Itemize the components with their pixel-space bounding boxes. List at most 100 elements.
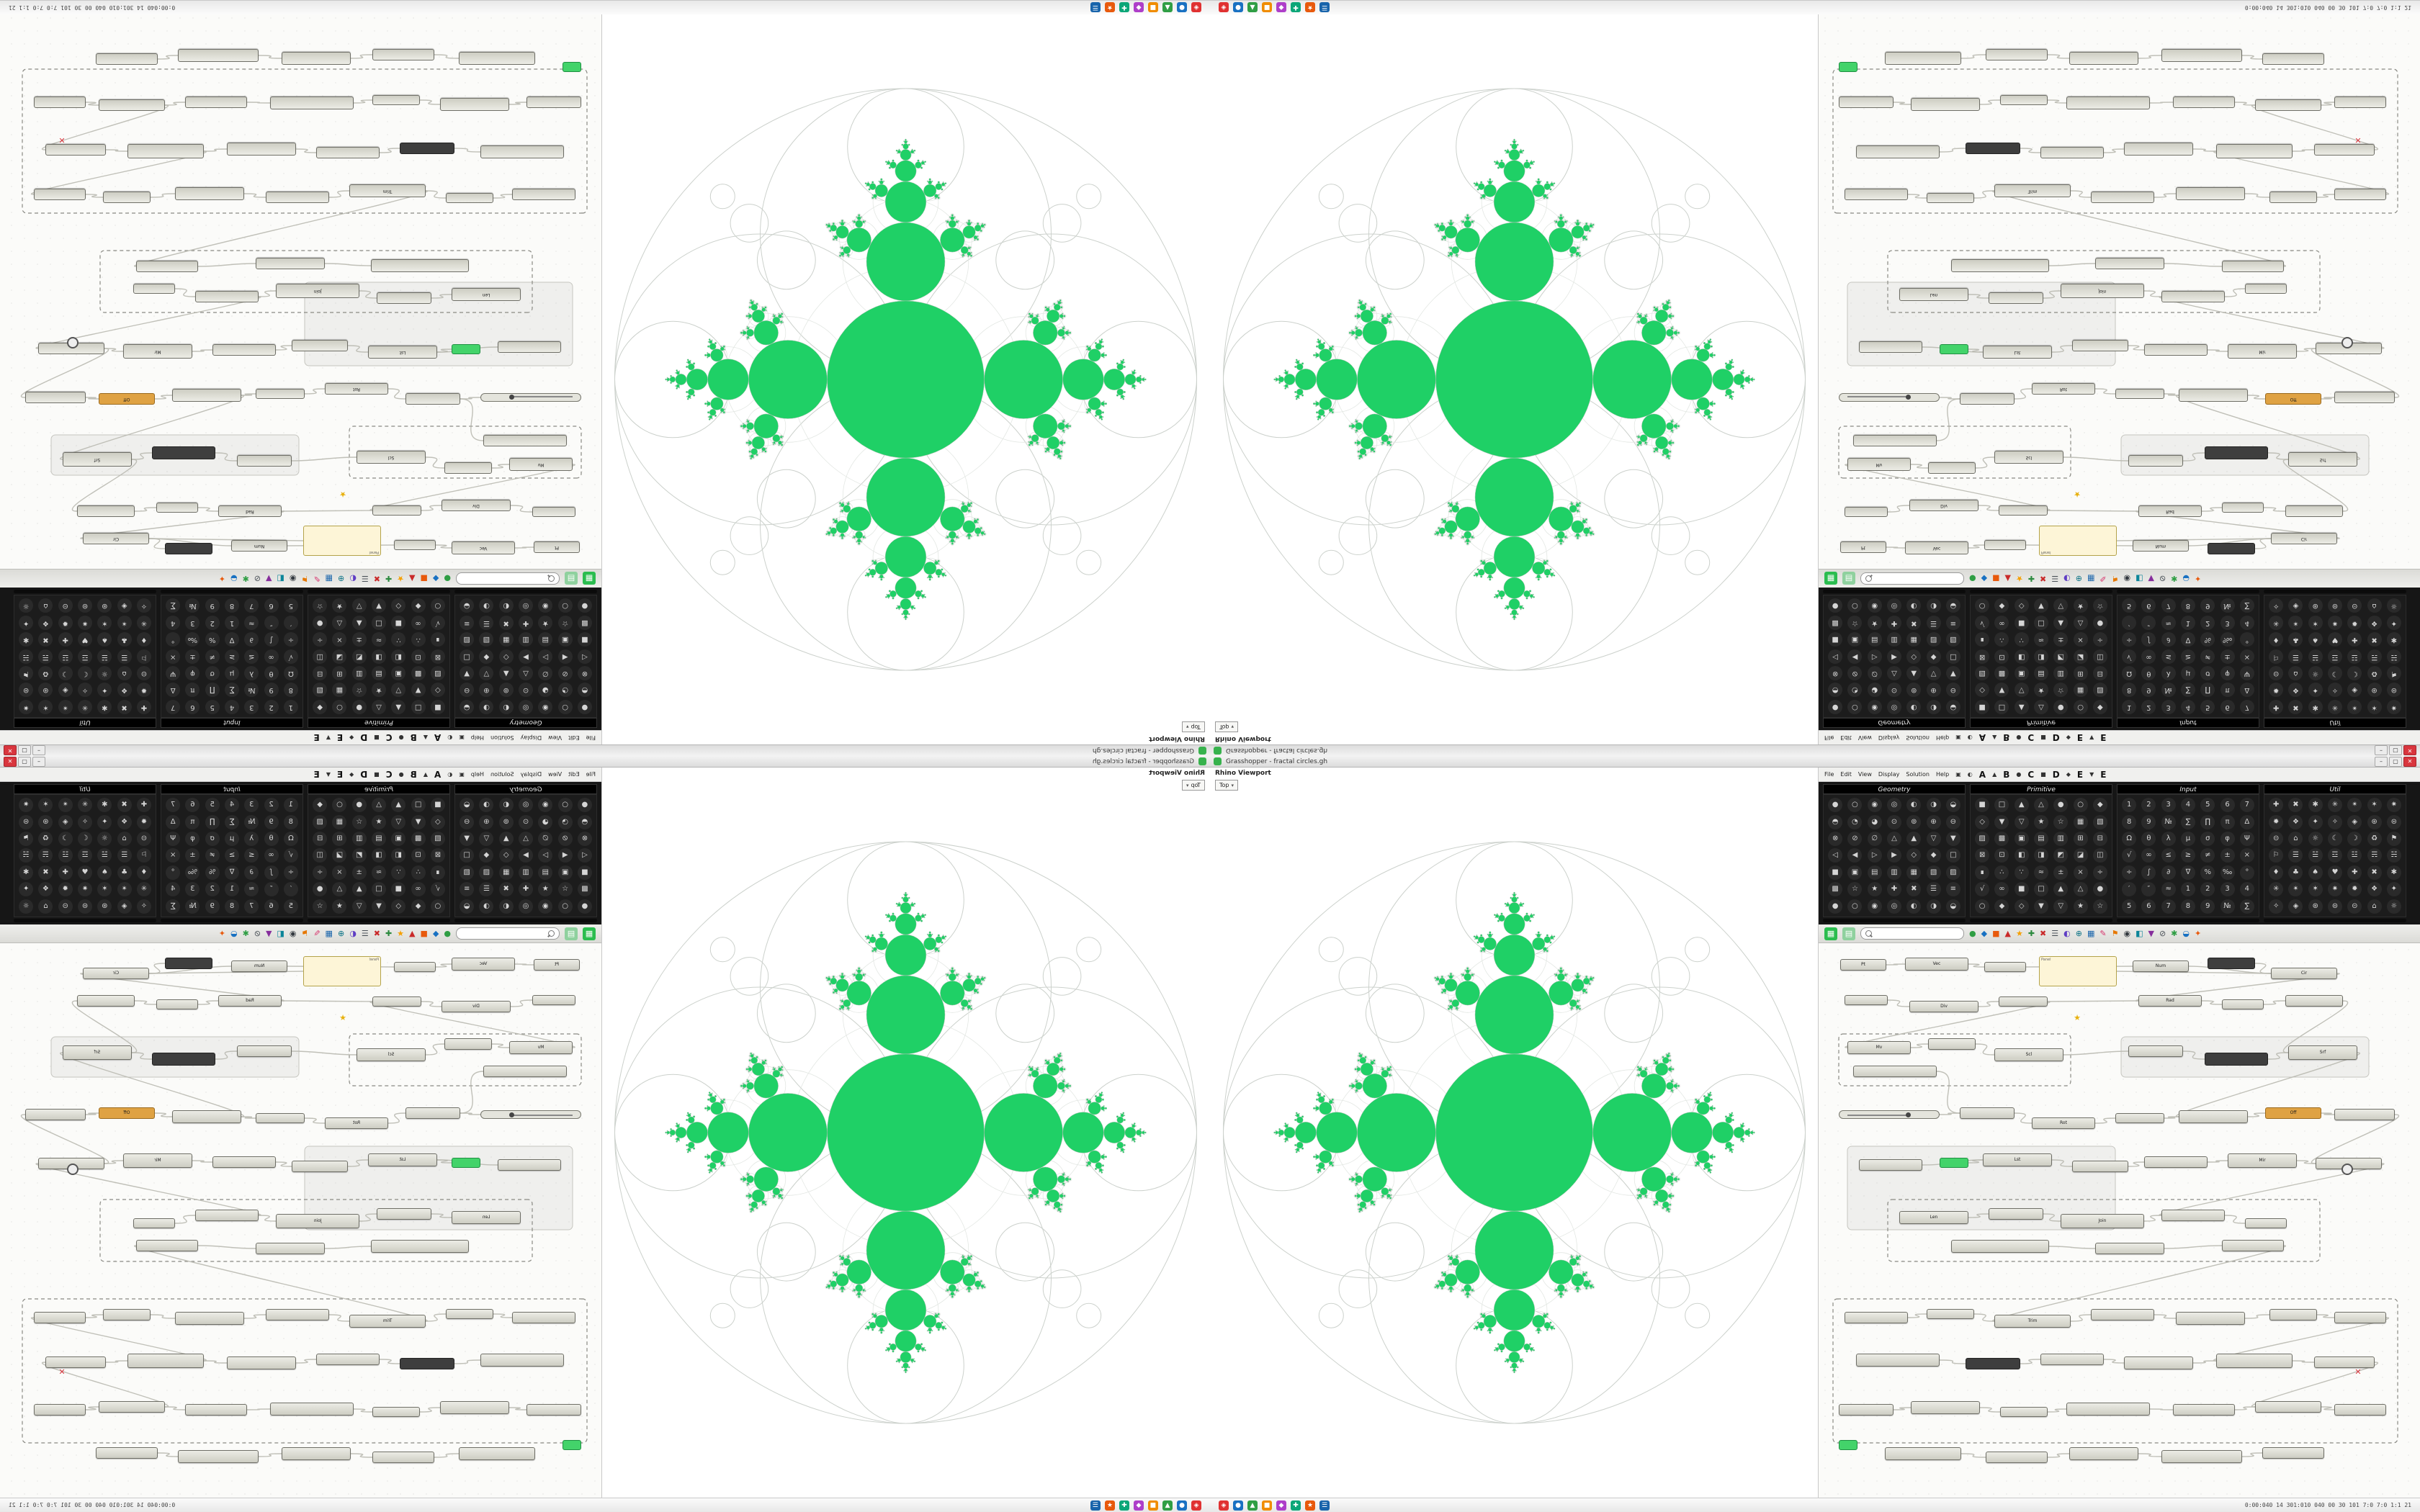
gh-component[interactable] [96, 53, 158, 65]
component-icon[interactable]: ● [313, 882, 328, 897]
component-icon[interactable]: ■ [1828, 865, 1843, 880]
component-icon[interactable]: Ψ [166, 832, 181, 847]
gh-component[interactable] [2222, 503, 2264, 513]
gh-component[interactable] [1928, 1038, 1976, 1050]
component-icon[interactable]: ▧ [2092, 683, 2107, 698]
component-icon[interactable]: ■ [2014, 882, 2029, 897]
component-icon[interactable]: ◉ [538, 798, 553, 813]
component-icon[interactable]: ● [1828, 699, 1843, 714]
category-tab-letter[interactable]: E [313, 769, 320, 780]
component-icon[interactable]: Δ [2239, 683, 2254, 698]
component-icon[interactable]: ⊡ [411, 649, 426, 664]
component-icon[interactable]: ❖ [38, 882, 53, 897]
component-icon[interactable]: 1 [2122, 798, 2137, 813]
close-button[interactable]: ✕ [2403, 756, 2416, 767]
component-icon[interactable]: ⊗ [577, 832, 592, 847]
toolbar-icon[interactable]: ◆ [1981, 929, 1988, 938]
menu-item-display[interactable]: Display [1878, 734, 1900, 741]
category-tab-icon[interactable]: ▼ [326, 771, 331, 778]
favorite-star-icon[interactable]: ★ [339, 1012, 346, 1022]
gh-component[interactable] [2072, 1161, 2128, 1172]
gh-component[interactable]: Vec [452, 541, 515, 554]
taskbar-app-icon[interactable]: ★ [1105, 1500, 1115, 1511]
component-icon[interactable]: ■ [391, 882, 406, 897]
component-icon[interactable]: ≠ [205, 848, 220, 863]
gh-component[interactable] [2269, 1309, 2317, 1320]
component-icon[interactable]: ± [2053, 865, 2069, 880]
component-icon[interactable]: × [166, 848, 181, 863]
component-icon[interactable]: ✹ [58, 882, 73, 897]
component-icon[interactable]: ◫ [2092, 848, 2107, 863]
component-icon[interactable]: ○ [557, 598, 573, 613]
component-icon[interactable]: ☲ [78, 848, 93, 863]
component-icon[interactable]: λ [2161, 665, 2176, 680]
gh-component[interactable]: Vec [1905, 541, 1968, 554]
toolbar-icon[interactable]: ✱ [242, 929, 249, 938]
component-icon[interactable]: 5 [205, 699, 220, 714]
component-icon[interactable]: ∫ [2141, 865, 2156, 880]
gh-component[interactable] [133, 284, 175, 294]
component-icon[interactable]: ▦ [498, 865, 514, 880]
gh-component[interactable]: Srf [63, 452, 132, 467]
gh-component[interactable] [2269, 192, 2317, 203]
minimize-button[interactable]: – [32, 745, 45, 756]
component-icon[interactable]: ◕ [1867, 814, 1882, 829]
component-icon[interactable]: ▧ [479, 632, 494, 647]
component-icon[interactable]: ⊛ [97, 598, 112, 613]
gh-component[interactable] [2072, 340, 2128, 351]
component-icon[interactable]: ▼ [1994, 814, 2009, 829]
component-icon[interactable]: ☰ [479, 615, 494, 630]
component-icon[interactable]: ⌂ [2288, 665, 2303, 680]
component-icon[interactable]: ✖ [498, 882, 514, 897]
category-tab-letter[interactable]: A [434, 769, 442, 780]
gh-component[interactable] [2314, 144, 2375, 156]
component-icon[interactable]: ☆ [1847, 882, 1863, 897]
taskbar-app-icon[interactable]: ☰ [1090, 1500, 1101, 1511]
component-icon[interactable]: ∑ [225, 814, 240, 829]
component-icon[interactable]: 6 [264, 598, 279, 613]
component-icon[interactable]: ÷ [2092, 865, 2107, 880]
gh-component[interactable] [2066, 1403, 2150, 1416]
component-icon[interactable]: ≈ [2033, 632, 2048, 647]
gh-component[interactable] [2179, 389, 2248, 402]
component-icon[interactable]: ♠ [97, 865, 112, 880]
component-icon[interactable]: ✱ [97, 699, 112, 714]
gh-component[interactable] [2176, 1312, 2245, 1325]
taskbar-app-icon[interactable]: ✚ [1119, 1500, 1129, 1511]
gh-component[interactable] [127, 1354, 204, 1368]
gh-component[interactable] [2115, 1113, 2164, 1123]
toolbar-icon[interactable]: ✚ [2027, 574, 2035, 583]
toolbar-icon[interactable]: ★ [397, 574, 405, 583]
component-icon[interactable]: ∞ [2141, 649, 2156, 664]
category-tab-letter[interactable]: D [2052, 769, 2060, 780]
component-icon[interactable]: ⊜ [2327, 899, 2342, 914]
component-icon[interactable]: ‰ [2220, 632, 2235, 647]
component-icon[interactable]: ∇ [225, 865, 240, 880]
component-icon[interactable]: % [2200, 632, 2215, 647]
gh-component[interactable] [237, 1045, 292, 1057]
gh-component[interactable] [512, 1312, 575, 1323]
component-icon[interactable]: ◆ [2092, 699, 2107, 714]
gh-component[interactable] [133, 1218, 175, 1228]
component-icon[interactable]: φ [185, 665, 200, 680]
component-icon[interactable]: ◨ [372, 649, 387, 664]
component-icon[interactable]: ∑ [225, 683, 240, 698]
gh-component[interactable] [103, 192, 151, 203]
gh-component[interactable] [25, 1109, 86, 1120]
component-icon[interactable]: ◇ [498, 848, 514, 863]
palette-group-header[interactable]: Input [2117, 784, 2259, 794]
gh-number-slider[interactable] [1839, 393, 1940, 402]
gh-component[interactable] [227, 1356, 296, 1369]
component-icon[interactable]: ◆ [1926, 649, 1941, 664]
canvas-search-input[interactable] [1875, 575, 1959, 582]
gh-component[interactable] [1927, 1309, 1974, 1319]
component-icon[interactable]: ▼ [2033, 899, 2048, 914]
palette-group-header[interactable]: Input [161, 784, 303, 794]
component-icon[interactable]: ∵ [391, 632, 406, 647]
gh-component[interactable] [2124, 1356, 2193, 1369]
component-icon[interactable]: 5 [205, 798, 220, 813]
category-tab-letter[interactable]: D [360, 732, 368, 743]
component-icon[interactable]: ▼ [372, 598, 387, 613]
gh-component[interactable] [2069, 52, 2138, 65]
component-icon[interactable]: ◇ [498, 649, 514, 664]
